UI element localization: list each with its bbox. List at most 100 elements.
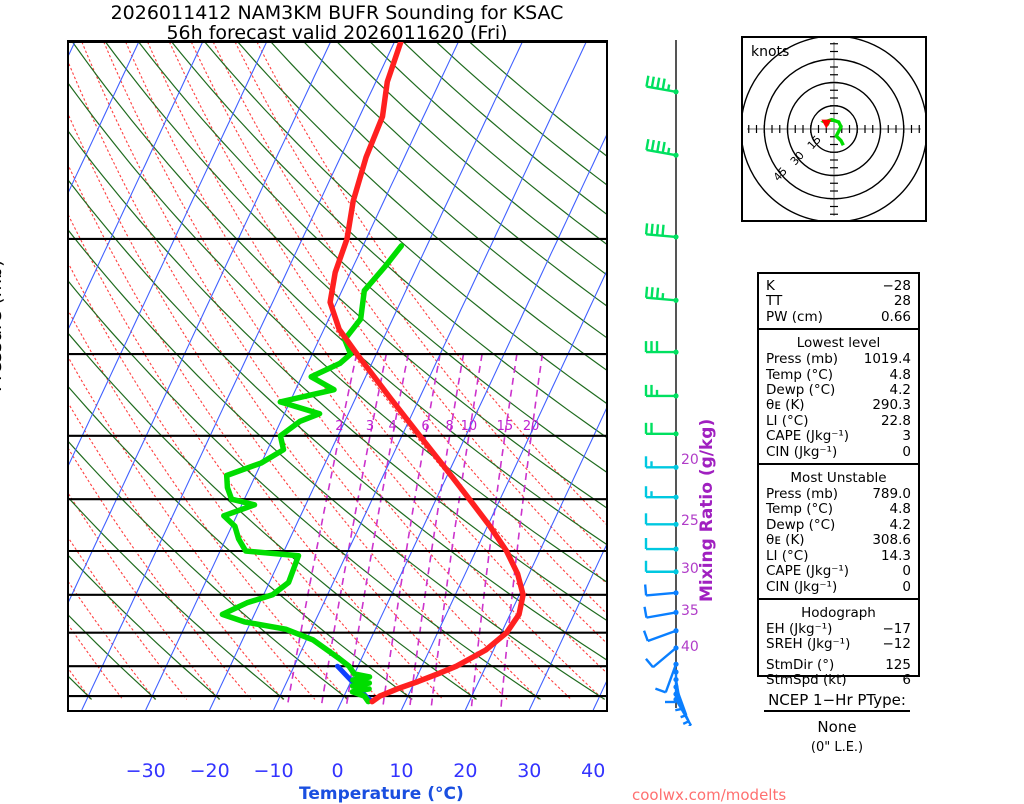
temperature-tick: 30 <box>517 760 542 782</box>
row-value: 0 <box>902 563 911 580</box>
table-row: Temp (°C) 4.8 <box>759 367 918 383</box>
table-row: EH (Jkg⁻¹) −17 <box>759 620 918 637</box>
row-label: CAPE (Jkg⁻¹) <box>766 563 850 580</box>
temperature-tick: 0 <box>331 760 344 782</box>
mixing-ratio-label: 15 <box>496 418 514 434</box>
row-value: 0.66 <box>880 308 911 325</box>
ptype-panel: NCEP 1−Hr PType: None (0" L.E.) <box>737 690 937 755</box>
temperature-tick: −20 <box>189 760 230 782</box>
row-label: K <box>766 278 775 294</box>
isobar-lines <box>69 42 606 698</box>
hodograph-units-label: knots <box>751 44 790 60</box>
row-value: 125 <box>885 656 911 673</box>
row-value: 1019.4 <box>863 351 911 368</box>
row-label: Dewp (°C) <box>766 382 836 399</box>
ptype-liquid-equivalent: (0" L.E.) <box>810 740 864 755</box>
row-value: 4.2 <box>889 382 911 399</box>
table-row: CIN (Jkg⁻¹) 0 <box>759 443 918 460</box>
stats-group-lowest-level: Press (mb) 1019.4 Temp (°C) 4.8 Dewp (°C) 4.2… <box>759 351 918 460</box>
temperature-trace <box>327 42 526 705</box>
table-row: CAPE (Jkg⁻¹) 3 <box>759 428 918 445</box>
row-label: CIN (Jkg⁻¹) <box>766 578 838 595</box>
wind-barb-profile <box>642 40 693 726</box>
pressure-axis-label: Pressure (mb) <box>0 259 6 392</box>
mixing-ratio-label: 8 <box>445 418 454 434</box>
row-value: −12 <box>882 636 912 653</box>
row-label: EH (Jkg⁻¹) <box>766 620 833 637</box>
row-label: CAPE (Jkg⁻¹) <box>766 428 850 445</box>
stats-group-storm-motion: StmDir (°) 125 StmSpd (kt) 6 <box>759 656 918 689</box>
table-row: LI (°C) 14.3 <box>759 547 918 564</box>
mixing-ratio-label: 6 <box>421 418 430 434</box>
table-row: CIN (Jkg⁻¹) 0 <box>759 578 918 595</box>
stats-group-indices: K −28 TT 28 PW (cm) 0.66 <box>759 278 918 325</box>
page-title: 2026011412 NAM3KM BUFR Sounding for KSAC <box>110 2 564 24</box>
mixing-ratio-label: 10 <box>460 418 478 434</box>
watermark: coolwx.com/modelts <box>632 786 787 804</box>
sounding-stats-table: K −28 TT 28 PW (cm) 0.66 Lowest level Press (… <box>757 272 920 688</box>
row-value: 0 <box>902 578 911 595</box>
table-row: Temp (°C) 4.8 <box>759 501 918 518</box>
mixing-ratio-right-label: 35 <box>681 602 699 619</box>
page-subtitle: 56h forecast valid 2026011620 (Fri) <box>166 22 508 44</box>
table-row: θᴇ (K) 308.6 <box>759 532 918 549</box>
row-label: Dewp (°C) <box>766 516 836 533</box>
row-label: LI (°C) <box>766 547 809 564</box>
row-value: −17 <box>882 620 912 637</box>
temperature-axis-label: Temperature (°C) <box>299 784 464 804</box>
lowest-level-heading: Lowest level <box>796 335 881 352</box>
dewpoint-trace <box>219 243 405 705</box>
table-row: TT 28 <box>759 293 918 310</box>
temperature-tick: 20 <box>453 760 478 782</box>
most-unstable-heading: Most Unstable <box>790 470 887 487</box>
ptype-value: None <box>817 718 857 736</box>
row-value: 4.8 <box>889 501 911 518</box>
table-row: Press (mb) 1019.4 <box>759 351 918 368</box>
row-label: PW (cm) <box>766 308 823 325</box>
row-label: StmDir (°) <box>766 656 835 673</box>
stats-group-hodograph: EH (Jkg⁻¹) −17 SREH (Jkg⁻¹) −12 <box>759 620 918 653</box>
moist-adiabat-lines <box>69 42 606 700</box>
mixing-ratio-label: 20 <box>522 418 540 434</box>
mixing-ratio-right-label: 40 <box>681 638 699 655</box>
hodograph-stats-heading: Hodograph <box>801 604 876 621</box>
temperature-tick: 10 <box>389 760 414 782</box>
table-row: SREH (Jkg⁻¹) −12 <box>759 636 918 653</box>
stats-group-most-unstable: Press (mb) 789.0 Temp (°C) 4.8 Dewp (°C) 4.2 θ… <box>759 486 918 595</box>
temperature-tick: 40 <box>581 760 606 782</box>
hodograph-panel: 15 30 45 <box>740 35 928 223</box>
row-label: Press (mb) <box>766 351 839 368</box>
mixing-ratio-label: 4 <box>388 418 397 434</box>
row-value: 28 <box>893 293 911 310</box>
divider <box>759 597 918 600</box>
row-label: θᴇ (K) <box>766 532 805 549</box>
mixing-ratio-lines <box>286 353 544 707</box>
row-value: 0 <box>902 443 911 460</box>
table-row: Dewp (°C) 4.2 <box>759 516 918 533</box>
row-value: 290.3 <box>872 397 911 414</box>
ptype-title: NCEP 1−Hr PType: <box>764 691 910 712</box>
mixing-ratio-right-label: 30 <box>681 561 699 578</box>
row-value: 3 <box>902 428 911 445</box>
divider <box>759 463 918 466</box>
divider <box>759 328 918 331</box>
svg-text:15: 15 <box>805 133 824 152</box>
row-value: 308.6 <box>872 532 911 549</box>
table-row: LI (°C) 22.8 <box>759 412 918 429</box>
table-row: K −28 <box>759 278 918 294</box>
row-value: 14.3 <box>880 547 911 564</box>
mixing-ratio-label: 3 <box>365 418 375 434</box>
table-row: θᴇ (K) 290.3 <box>759 397 918 414</box>
row-label: SREH (Jkg⁻¹) <box>766 636 851 653</box>
row-label: LI (°C) <box>766 412 809 429</box>
mixing-ratio-label: 2 <box>335 418 344 434</box>
row-label: Temp (°C) <box>766 501 833 518</box>
row-label: θᴇ (K) <box>766 397 805 414</box>
table-row: CAPE (Jkg⁻¹) 0 <box>759 563 918 580</box>
mixing-ratio-right-label: 20 <box>681 451 699 468</box>
row-value: 6 <box>902 672 911 689</box>
table-row: StmDir (°) 125 <box>759 656 918 673</box>
row-label: TT <box>766 293 783 310</box>
dry-adiabat-lines <box>69 42 606 700</box>
